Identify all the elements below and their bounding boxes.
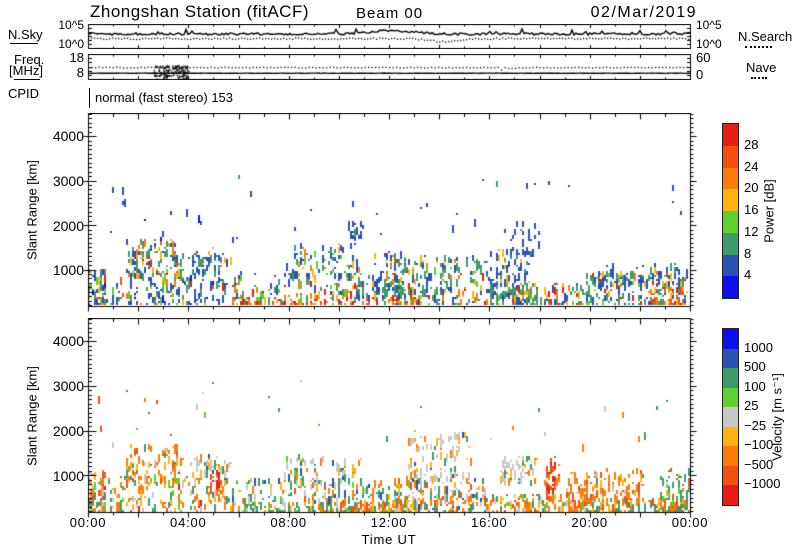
- velocity-colorbar-segment: [723, 368, 738, 388]
- time-tick-label: 04:00: [170, 515, 207, 530]
- noise-ytick-bottom-left: 10^0: [58, 37, 84, 51]
- beam-label: Beam 00: [356, 5, 424, 22]
- nsearch-label: N.Search: [738, 29, 793, 44]
- velocity-colorbar-tick-label: −500: [744, 456, 774, 472]
- velocity-colorbar-tick-label: 1000: [744, 339, 773, 355]
- freq-solid-line-key: [14, 79, 40, 80]
- mhz-label: [MHz]: [9, 63, 43, 78]
- velocity-colorbar-tick-label: −100: [744, 437, 774, 453]
- power-colorbar-segment: [723, 276, 738, 298]
- power-colorbar-tick-label: 8: [744, 245, 752, 261]
- velocity-range-tick-label: 4000: [52, 333, 84, 350]
- freq-series-panel: [78, 54, 700, 80]
- noise-series-panel: [78, 24, 700, 49]
- nsearch-dotted-line-key: [745, 46, 772, 48]
- time-axis-title: Time UT: [361, 532, 417, 547]
- velocity-colorbar-segment: [723, 446, 738, 466]
- power-range-tick-label: 4000: [52, 128, 84, 145]
- cpid-label: CPID: [8, 86, 40, 101]
- time-tick-label: 16:00: [471, 515, 508, 530]
- nave-dotted-line-key: [751, 77, 767, 79]
- power-colorbar-segment: [723, 254, 738, 277]
- velocity-range-tick-label: 2000: [52, 423, 84, 440]
- power-colorbar: [722, 123, 739, 299]
- power-colorbar-title: Power [dB]: [761, 179, 777, 243]
- velocity-colorbar: [722, 328, 739, 506]
- page-title: Zhongshan Station (fitACF): [90, 2, 309, 21]
- power-colorbar-tick-label: 24: [744, 158, 759, 174]
- power-range-tick-label: 3000: [52, 172, 84, 189]
- date-label: 02/Mar/2019: [590, 4, 697, 21]
- power-range-tick-label: 2000: [52, 217, 84, 234]
- noise-ytick-top-left: 10^5: [58, 18, 84, 32]
- nave-label: Nave: [746, 60, 777, 75]
- cpid-axis-line: [89, 88, 90, 108]
- power-colorbar-tick-label: 4: [744, 267, 752, 283]
- power-colorbar-tick-label: 16: [744, 202, 759, 217]
- time-tick-label: 00:00: [69, 515, 107, 530]
- time-tick-label: 00:00: [671, 515, 709, 530]
- time-tick-label: 20:00: [571, 515, 608, 530]
- nsky-solid-line-key: [10, 43, 38, 44]
- power-colorbar-segment: [723, 145, 738, 168]
- velocity-range-tick-label: 3000: [52, 378, 84, 395]
- power-rti-panel: [78, 113, 700, 315]
- velocity-colorbar-tick-label: −1000: [744, 476, 781, 492]
- power-colorbar-segment: [723, 189, 738, 211]
- power-colorbar-tick-label: 28: [744, 136, 759, 152]
- power-colorbar-segment: [723, 124, 738, 146]
- velocity-range-axis-title: Slant Range [km]: [24, 366, 40, 466]
- power-range-tick-label: 1000: [52, 262, 84, 279]
- noise-ytick-bottom-right: 10^0: [696, 37, 722, 51]
- time-tick-label: 08:00: [270, 515, 307, 530]
- power-colorbar-segment: [723, 167, 738, 190]
- velocity-colorbar-tick-label: 25: [744, 398, 759, 414]
- freq-label: Freq.: [14, 52, 45, 67]
- velocity-range-tick-label: 1000: [52, 468, 84, 485]
- nsky-label: N.Sky: [8, 27, 43, 42]
- velocity-colorbar-segment: [723, 407, 738, 427]
- power-range-axis-title: Slant Range [km]: [24, 160, 40, 260]
- velocity-rti-panel: [78, 318, 700, 521]
- power-colorbar-tick-label: 20: [744, 180, 759, 196]
- noise-ytick-top-right: 10^5: [696, 18, 722, 32]
- velocity-colorbar-tick-label: 500: [744, 359, 766, 375]
- power-colorbar-segment: [723, 211, 738, 233]
- velocity-colorbar-tick-label: −25: [744, 417, 767, 433]
- velocity-colorbar-segment: [723, 465, 738, 486]
- velocity-colorbar-segment: [723, 348, 738, 369]
- velocity-colorbar-tick-label: 100: [744, 378, 766, 394]
- cpid-value: normal (fast stereo) 153: [95, 90, 234, 105]
- power-colorbar-tick-label: 12: [744, 223, 759, 239]
- velocity-colorbar-segment: [723, 426, 738, 447]
- time-tick-label: 12:00: [370, 515, 408, 530]
- velocity-colorbar-segment: [723, 387, 738, 408]
- velocity-colorbar-segment: [723, 485, 738, 505]
- velocity-colorbar-segment: [723, 329, 738, 349]
- power-colorbar-segment: [723, 232, 738, 255]
